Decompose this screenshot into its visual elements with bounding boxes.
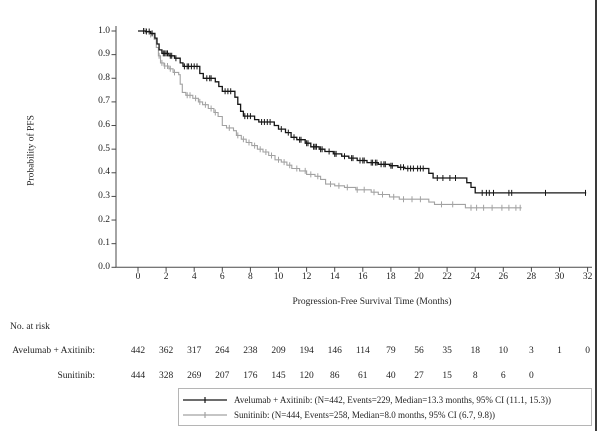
risk-count: 8	[472, 371, 478, 381]
legend-line-sample-icon	[183, 411, 227, 418]
risk-count: 194	[299, 346, 314, 356]
x-tick-label: 24	[470, 272, 480, 282]
risk-count: 444	[130, 371, 146, 381]
axes-lines	[115, 26, 592, 268]
risk-count: 328	[158, 371, 174, 381]
risk-count: 6	[500, 371, 506, 381]
risk-count: 176	[243, 371, 258, 381]
risk-count: 1	[557, 346, 562, 356]
legend-item: Sunitinib: (N=444, Events=258, Median=8.…	[182, 407, 591, 422]
risk-count: 56	[414, 346, 424, 356]
risk-row-label-avelumab: Avelumab + Axitinib:	[12, 346, 95, 356]
x-axis-title: Progression-Free Survival Time (Months)	[292, 297, 452, 307]
x-tick-label: 22	[442, 272, 452, 282]
x-tick-label: 6	[219, 272, 225, 282]
y-tick-label: 0.2	[98, 214, 110, 225]
risk-count: 27	[414, 371, 424, 381]
legend-label: Avelumab + Axitinib: (N=442, Events=229,…	[234, 394, 552, 405]
x-tick-label: 12	[301, 272, 312, 282]
x-tick-label: 0	[135, 272, 141, 282]
x-tick-label: 8	[248, 272, 253, 282]
y-tick-label: 0.4	[98, 167, 110, 178]
x-tick-label: 28	[526, 272, 537, 282]
x-tick-label: 20	[414, 272, 424, 282]
risk-count: 238	[243, 346, 258, 356]
risk-count: 317	[187, 346, 202, 356]
legend-line-sample-icon	[183, 396, 227, 403]
risk-count: 269	[187, 371, 202, 381]
risk-count: 18	[470, 346, 480, 356]
y-tick-label: 0.8	[98, 72, 110, 83]
risk-count: 145	[271, 371, 286, 381]
legend-box: Avelumab + Axitinib: (N=442, Events=229,…	[178, 388, 592, 426]
legend-item: Avelumab + Axitinib: (N=442, Events=229,…	[182, 392, 591, 407]
y-tick-label: 0.3	[98, 190, 110, 201]
y-tick-label: 0.9	[98, 49, 110, 60]
risk-count: 79	[386, 346, 396, 356]
x-tick-label: 18	[386, 272, 396, 282]
y-tick-label: 0.5	[98, 143, 110, 154]
risk-count: 0	[529, 371, 534, 381]
y-tick-label: 0.0	[98, 261, 110, 272]
x-tick-label: 14	[329, 272, 340, 282]
x-tick-label: 30	[554, 272, 565, 282]
x-tick-label: 4	[191, 272, 197, 282]
risk-count: 264	[215, 346, 230, 356]
y-tick-label: 0.7	[98, 96, 110, 107]
page-right-border	[595, 0, 597, 431]
risk-count: 61	[358, 371, 368, 381]
risk-count: 207	[215, 371, 230, 381]
risk-row-label-sunitinib: Sunitinib:	[57, 371, 95, 381]
censor-marks-avelumab-axitinib	[143, 28, 586, 196]
risk-count: 3	[529, 346, 534, 356]
risk-count: 0	[585, 346, 590, 356]
y-tick-label: 0.1	[98, 238, 110, 249]
censor-marks-sunitinib	[144, 28, 521, 211]
no-at-risk-title: No. at risk	[10, 322, 50, 332]
km-curve-sunitinib	[138, 30, 522, 209]
risk-count: 86	[329, 371, 340, 381]
risk-count: 15	[442, 371, 452, 381]
y-tick-label: 0.6	[98, 120, 110, 131]
risk-count: 35	[442, 346, 452, 356]
x-tick-label: 2	[163, 272, 169, 282]
y-tick-label: 1.0	[98, 25, 110, 36]
risk-count: 362	[158, 346, 174, 356]
risk-count: 120	[299, 371, 314, 381]
risk-count: 146	[327, 346, 342, 356]
legend-label: Sunitinib: (N=444, Events=258, Median=8.…	[234, 409, 495, 420]
km-curve-avelumab-axitinib	[138, 30, 587, 194]
risk-count: 40	[386, 371, 396, 381]
risk-count: 209	[271, 346, 286, 356]
x-tick-label: 26	[498, 272, 509, 282]
y-axis-title: Probability of PFS	[26, 115, 37, 186]
x-tick-label: 10	[273, 272, 284, 282]
risk-count: 10	[498, 346, 509, 356]
x-tick-label: 16	[358, 272, 368, 282]
risk-count: 442	[130, 346, 146, 356]
x-tick-label: 32	[582, 272, 593, 282]
risk-count: 114	[355, 346, 370, 356]
